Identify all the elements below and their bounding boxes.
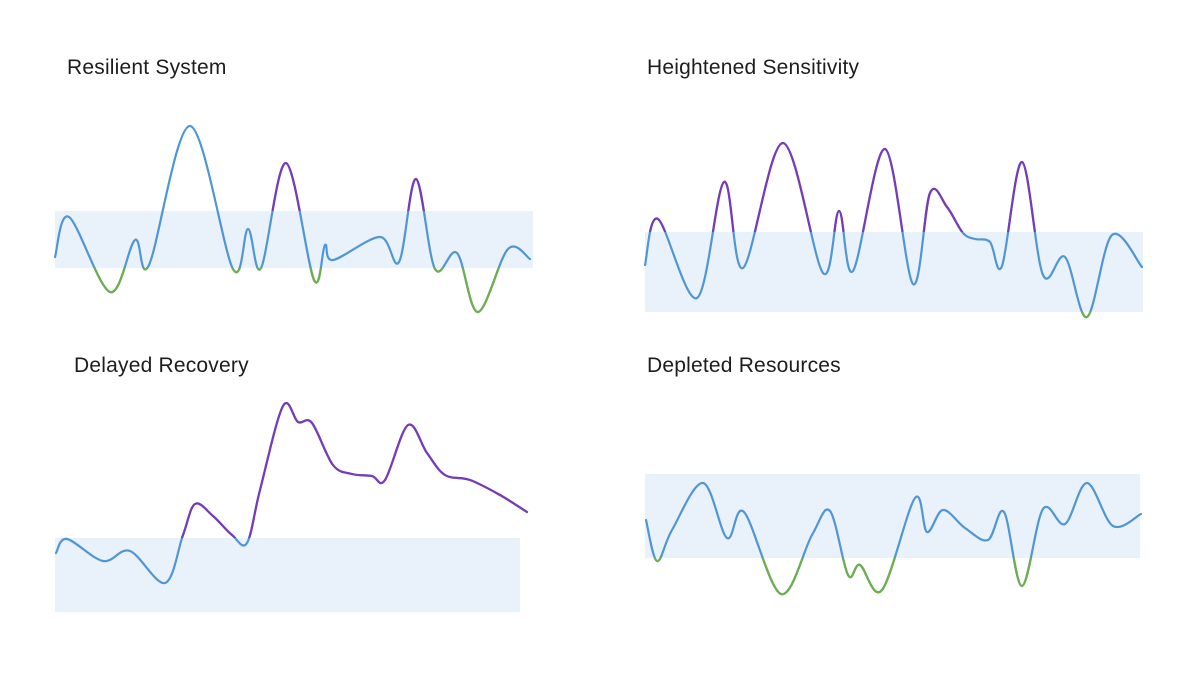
normal-range-band bbox=[645, 474, 1140, 558]
normal-range-band bbox=[645, 232, 1143, 312]
panel-title-heightened-sensitivity: Heightened Sensitivity bbox=[647, 56, 860, 79]
curve-above-band bbox=[64, 402, 529, 538]
curve-in-band bbox=[643, 141, 1144, 319]
curve-below-band bbox=[93, 268, 500, 314]
curve-in-band bbox=[644, 481, 1143, 596]
panel-title-delayed-recovery: Delayed Recovery bbox=[74, 354, 249, 377]
normal-range-band bbox=[55, 538, 520, 612]
panel-title-depleted-resources: Depleted Resources bbox=[647, 354, 841, 377]
panel-title-resilient-system: Resilient System bbox=[67, 56, 227, 79]
curve-above-band bbox=[264, 124, 430, 211]
